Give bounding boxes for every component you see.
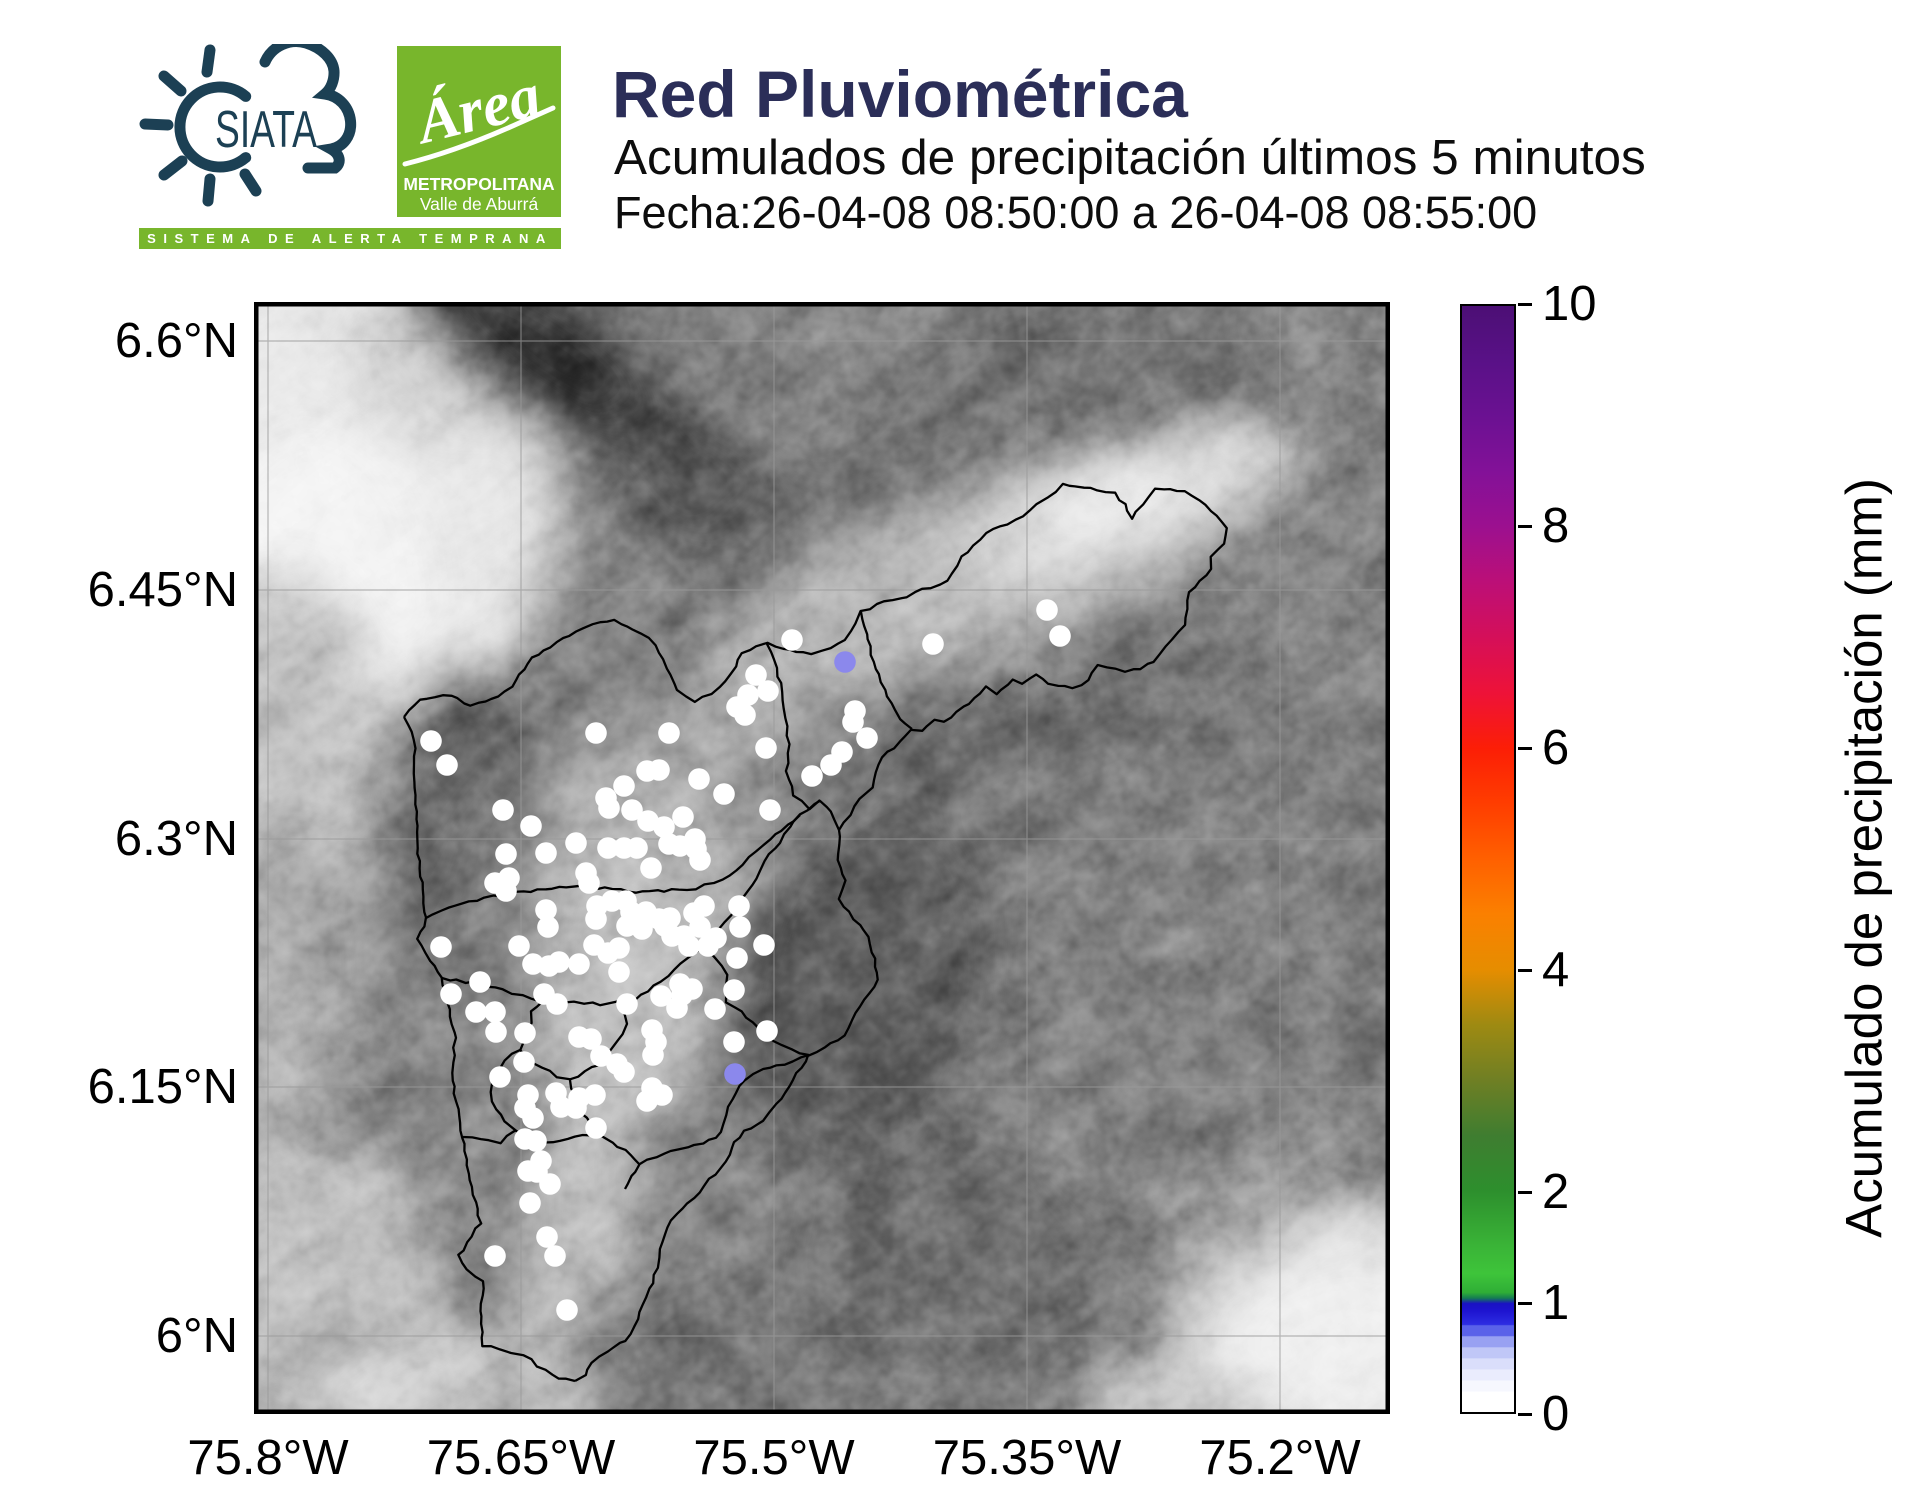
svg-text:SIATA: SIATA bbox=[215, 101, 317, 159]
